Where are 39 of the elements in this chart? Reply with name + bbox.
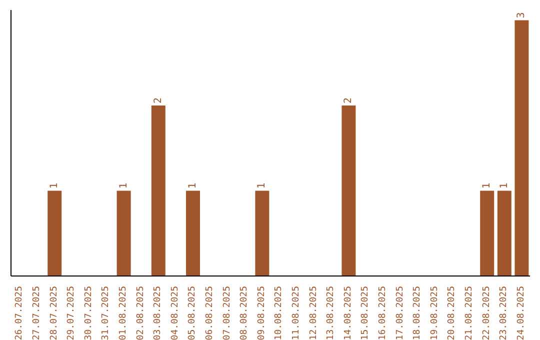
x-tick-label: 07.08.2025 <box>222 286 232 340</box>
x-tick-label: 13.08.2025 <box>326 286 336 340</box>
x-tick-label: 03.08.2025 <box>153 286 164 340</box>
x-tick-label: 05.08.2025 <box>188 286 198 340</box>
x-tick-label: 06.08.2025 <box>204 286 215 340</box>
x-tick-label: 11.08.2025 <box>291 286 302 340</box>
x-tick-label: 19.08.2025 <box>430 286 440 340</box>
data-label: 1 <box>498 182 510 189</box>
data-label: 1 <box>482 182 493 189</box>
x-tick-label: 04.08.2025 <box>170 286 180 340</box>
x-tick-label: 14.08.2025 <box>343 286 354 340</box>
x-tick-label: 12.08.2025 <box>308 286 319 340</box>
x-tick-label: 27.07.2025 <box>32 286 42 340</box>
x-tick-label: 01.08.2025 <box>118 286 128 340</box>
x-tick-label: 15.08.2025 <box>360 286 371 340</box>
x-tick-label: 28.07.2025 <box>49 286 60 340</box>
x-tick-label: 23.08.2025 <box>499 286 510 340</box>
x-tick-label: 21.08.2025 <box>464 286 474 340</box>
x-tick-label: 22.08.2025 <box>482 286 492 340</box>
x-tick-label: 08.08.2025 <box>240 286 250 340</box>
data-label: 3 <box>516 12 528 18</box>
data-label: 2 <box>343 97 354 104</box>
data-label: 1 <box>256 182 268 189</box>
x-tick-label: 29.07.2025 <box>66 286 77 340</box>
x-tick-label: 10.08.2025 <box>274 286 284 340</box>
data-label: 1 <box>118 182 130 189</box>
x-tick-label: 09.08.2025 <box>256 286 267 340</box>
data-label: 1 <box>188 182 198 189</box>
data-label: 2 <box>152 97 164 104</box>
x-tick-label: 26.07.2025 <box>14 286 25 340</box>
x-tick-label: 30.07.2025 <box>84 286 94 340</box>
data-label: 1 <box>49 182 60 189</box>
x-tick-label: 24.08.2025 <box>516 286 526 340</box>
x-tick-label: 16.08.2025 <box>378 286 388 340</box>
x-tick-label: 20.08.2025 <box>447 286 458 340</box>
x-tick-label: 18.08.2025 <box>412 286 423 340</box>
x-tick-label: 17.08.2025 <box>395 286 406 340</box>
x-tick-label: 02.08.2025 <box>136 286 146 340</box>
x-tick-label: 31.07.2025 <box>101 286 112 340</box>
